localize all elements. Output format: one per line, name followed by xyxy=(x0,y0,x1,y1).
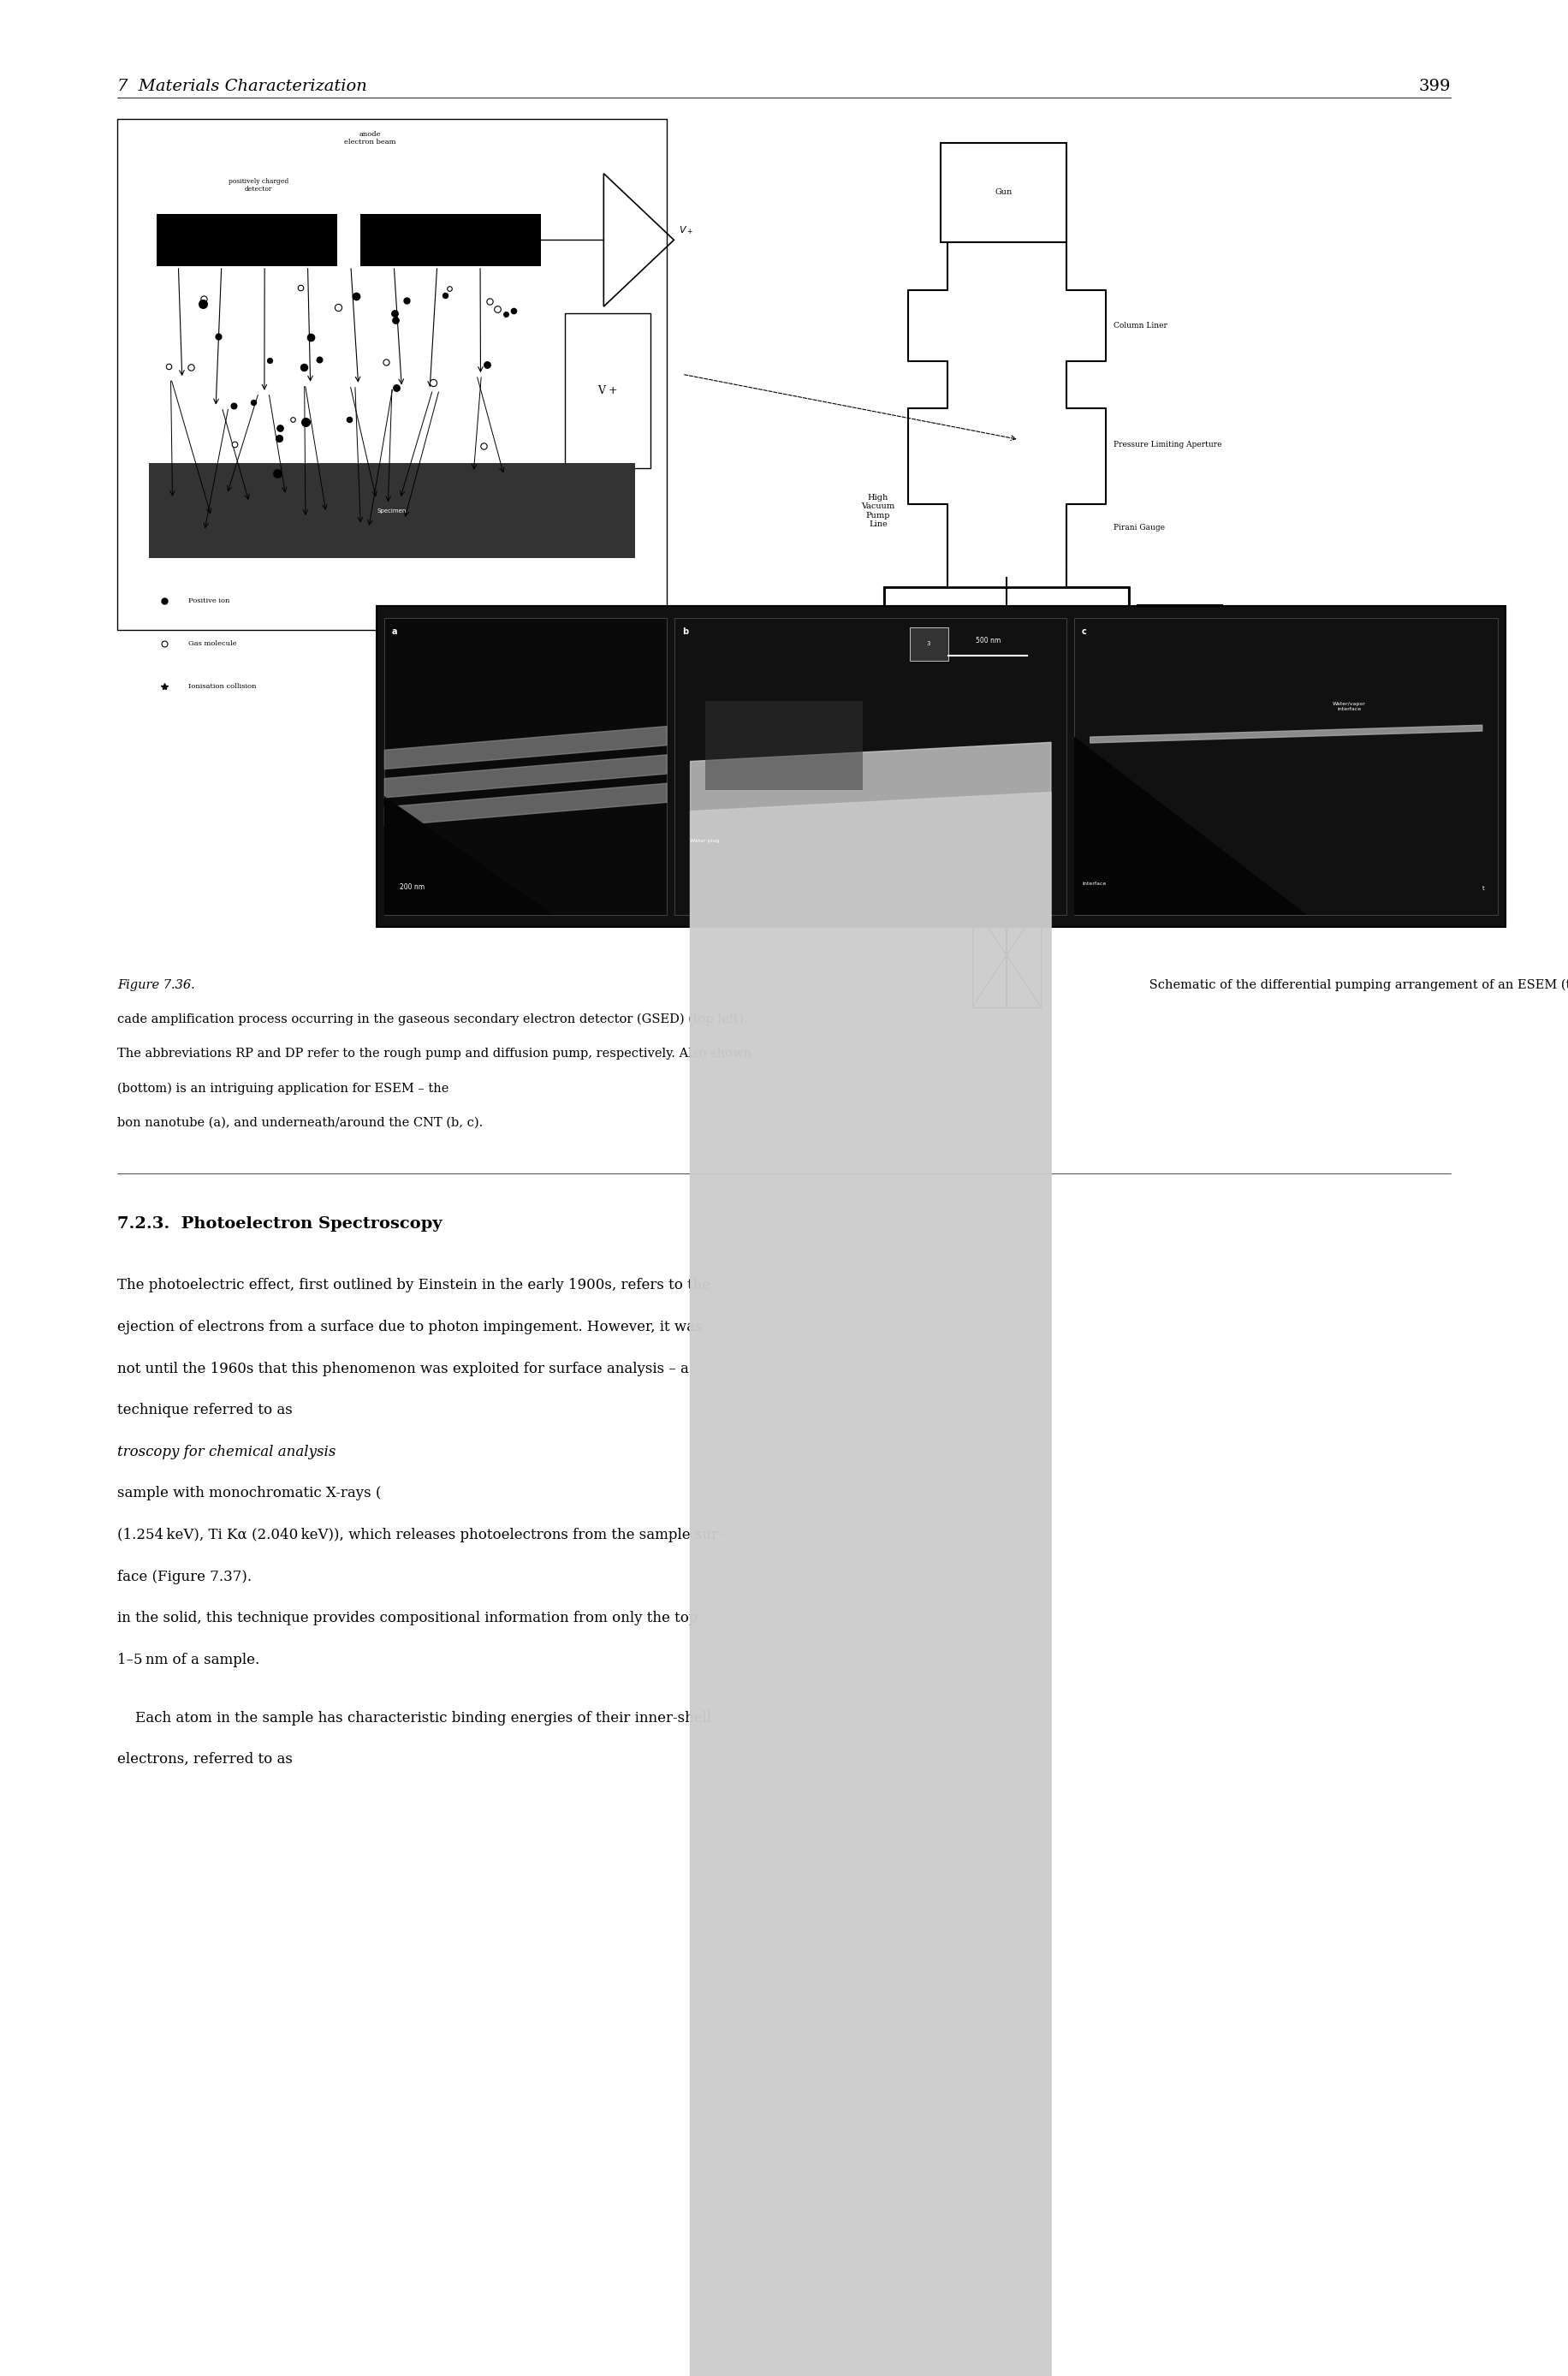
Text: in the solid, this technique provides compositional information from only the to: in the solid, this technique provides co… xyxy=(118,1611,698,1625)
Text: a: a xyxy=(392,627,398,637)
Text: t: t xyxy=(1482,886,1485,891)
Text: anode
electron beam: anode electron beam xyxy=(343,131,397,145)
Text: (bottom) is an intriguing application for ESEM – the: (bottom) is an intriguing application fo… xyxy=(118,1083,453,1095)
Text: Pirani Gauge: Pirani Gauge xyxy=(1113,523,1165,532)
Text: Pressure Limiting Aperture: Pressure Limiting Aperture xyxy=(1113,440,1221,449)
Text: DP: DP xyxy=(1030,699,1047,708)
Text: ejection of electrons from a surface due to photon impingement. However, it was: ejection of electrons from a surface due… xyxy=(118,1321,702,1335)
Bar xyxy=(361,214,541,266)
Text: Gun: Gun xyxy=(994,188,1013,197)
Text: Comparator and: Comparator and xyxy=(1231,625,1284,630)
Text: The abbreviations RP and DP refer to the rough pump and diffusion pump, respecti: The abbreviations RP and DP refer to the… xyxy=(118,1048,751,1060)
Bar xyxy=(564,314,651,468)
Text: Positive ion: Positive ion xyxy=(188,599,229,604)
Text: Needle Valve: Needle Valve xyxy=(1231,786,1273,791)
Text: Ionisation collision: Ionisation collision xyxy=(188,684,256,689)
Text: V +: V + xyxy=(597,385,618,397)
Bar xyxy=(376,606,1505,927)
Text: cade amplification process occurring in the gaseous secondary electron detector : cade amplification process occurring in … xyxy=(118,1012,748,1026)
Text: High
Vacuum
Pump
Line: High Vacuum Pump Line xyxy=(861,494,895,527)
Text: Interface: Interface xyxy=(1082,881,1105,886)
Text: 7  Materials Characterization: 7 Materials Characterization xyxy=(118,78,367,93)
Bar xyxy=(972,784,1041,889)
Polygon shape xyxy=(1074,737,1306,915)
Bar xyxy=(118,119,666,630)
Text: The photoelectric effect, first outlined by Einstein in the early 1900s, refers : The photoelectric effect, first outlined… xyxy=(118,1278,710,1293)
Bar xyxy=(706,701,862,789)
Text: Gas molecule: Gas molecule xyxy=(188,642,237,646)
Text: troscopy for chemical analysis: troscopy for chemical analysis xyxy=(118,1445,336,1459)
Text: KP: KP xyxy=(906,699,920,708)
Text: Specimen Chamber: Specimen Chamber xyxy=(931,644,1008,653)
Text: $V_+$: $V_+$ xyxy=(679,226,693,235)
Bar xyxy=(909,627,949,661)
Text: Each atom in the sample has characteristic binding energies of their inner-shell: Each atom in the sample has characterist… xyxy=(118,1711,712,1725)
Bar xyxy=(157,214,337,266)
Text: Water/vapor
interface: Water/vapor interface xyxy=(1333,703,1366,710)
Text: face (Figure 7.37).: face (Figure 7.37). xyxy=(118,1571,252,1585)
Bar xyxy=(972,903,1041,1007)
Bar xyxy=(1137,606,1223,696)
Bar xyxy=(870,670,956,737)
Text: Valve controller: Valve controller xyxy=(1231,670,1283,675)
Text: Figure 7.36.: Figure 7.36. xyxy=(118,979,196,991)
Text: Schematic of the differential pumping arrangement of an ESEM (top right): Schematic of the differential pumping ar… xyxy=(1145,979,1568,991)
Text: 3: 3 xyxy=(927,642,930,646)
Text: High Vacuum
Pumps: High Vacuum Pumps xyxy=(894,634,941,649)
Bar xyxy=(980,670,1098,737)
Bar xyxy=(149,463,635,558)
Text: technique referred to as: technique referred to as xyxy=(118,1402,298,1418)
Text: 200 nm: 200 nm xyxy=(400,884,425,891)
Text: sample with monochromatic X-rays (: sample with monochromatic X-rays ( xyxy=(118,1487,381,1502)
Text: Low Vacuum
Pump: Low Vacuum Pump xyxy=(1283,696,1328,710)
Bar xyxy=(1176,670,1270,737)
Text: Gas Inlet: Gas Inlet xyxy=(1231,715,1261,722)
Text: 500 nm: 500 nm xyxy=(975,637,1000,644)
Text: 1–5 nm of a sample.: 1–5 nm of a sample. xyxy=(118,1654,260,1668)
Text: 7.2.3.  Photoelectron Spectroscopy: 7.2.3. Photoelectron Spectroscopy xyxy=(118,1217,442,1231)
Text: c: c xyxy=(1082,627,1087,637)
Text: positively charged
detector: positively charged detector xyxy=(229,178,289,192)
Polygon shape xyxy=(384,796,554,915)
Bar xyxy=(1074,618,1497,915)
Text: Water plug: Water plug xyxy=(690,839,720,843)
Text: Specimen: Specimen xyxy=(378,508,406,513)
Text: 399: 399 xyxy=(1419,78,1450,93)
Text: electrons, referred to as: electrons, referred to as xyxy=(118,1753,298,1768)
Text: (1.254 keV), Ti Kα (2.040 keV)), which releases photoelectrons from the sample s: (1.254 keV), Ti Kα (2.040 keV)), which r… xyxy=(118,1528,723,1542)
Text: not until the 1960s that this phenomenon was exploited for surface analysis – a: not until the 1960s that this phenomenon… xyxy=(118,1361,690,1376)
Bar xyxy=(674,618,1066,915)
Bar xyxy=(384,618,666,915)
Text: bon nanotube (a), and underneath/around the CNT (b, c).: bon nanotube (a), and underneath/around … xyxy=(118,1117,483,1129)
Text: RP: RP xyxy=(1215,699,1231,708)
Bar xyxy=(941,143,1066,242)
Text: Column Liner: Column Liner xyxy=(1113,321,1167,330)
Bar xyxy=(884,587,1129,741)
Text: b: b xyxy=(682,627,688,637)
